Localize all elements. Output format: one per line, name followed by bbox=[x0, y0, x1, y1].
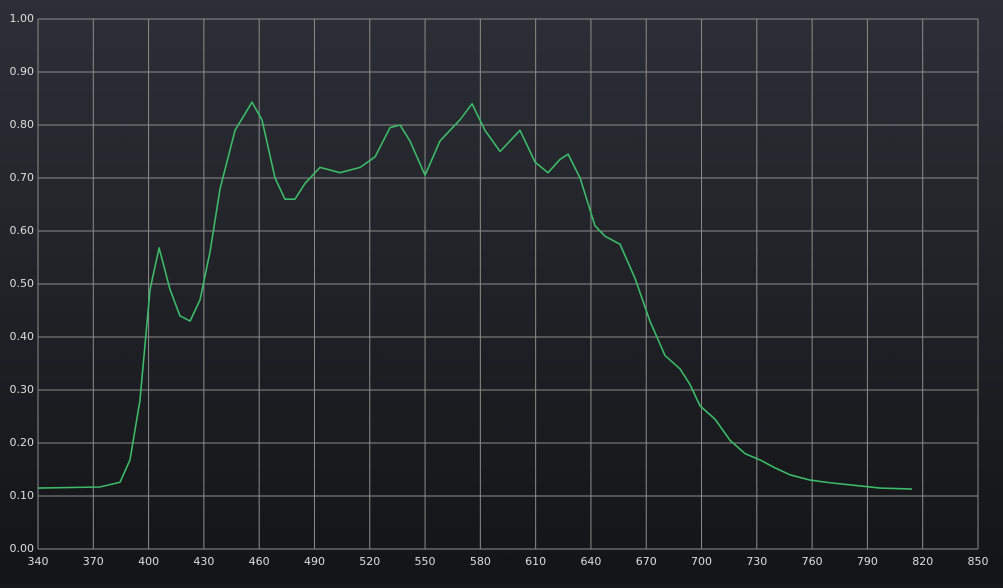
x-tick-label: 760 bbox=[802, 555, 823, 568]
x-tick-label: 730 bbox=[746, 555, 767, 568]
x-tick-label: 400 bbox=[138, 555, 159, 568]
x-tick-label: 340 bbox=[28, 555, 49, 568]
x-tick-label: 820 bbox=[912, 555, 933, 568]
y-tick-label: 1.00 bbox=[10, 12, 35, 25]
x-tick-label: 670 bbox=[636, 555, 657, 568]
x-tick-label: 610 bbox=[525, 555, 546, 568]
y-tick-label: 0.60 bbox=[10, 224, 35, 237]
y-tick-label: 0.10 bbox=[10, 489, 35, 502]
x-tick-label: 850 bbox=[968, 555, 989, 568]
y-tick-label: 0.20 bbox=[10, 436, 35, 449]
y-tick-label: 0.40 bbox=[10, 330, 35, 343]
x-tick-label: 520 bbox=[359, 555, 380, 568]
x-tick-label: 460 bbox=[249, 555, 270, 568]
x-tick-label: 790 bbox=[857, 555, 878, 568]
y-tick-label: 0.30 bbox=[10, 383, 35, 396]
x-tick-label: 640 bbox=[580, 555, 601, 568]
x-tick-label: 430 bbox=[193, 555, 214, 568]
x-tick-label: 550 bbox=[415, 555, 436, 568]
y-tick-label: 0.70 bbox=[10, 171, 35, 184]
x-tick-label: 370 bbox=[83, 555, 104, 568]
y-tick-label: 0.80 bbox=[10, 118, 35, 131]
x-tick-label: 490 bbox=[304, 555, 325, 568]
y-tick-label: 0.90 bbox=[10, 65, 35, 78]
line-series bbox=[37, 101, 913, 490]
x-tick-label: 580 bbox=[470, 555, 491, 568]
y-tick-label: 0.50 bbox=[10, 277, 35, 290]
y-tick-label: 0.00 bbox=[10, 542, 35, 555]
x-tick-label: 700 bbox=[691, 555, 712, 568]
